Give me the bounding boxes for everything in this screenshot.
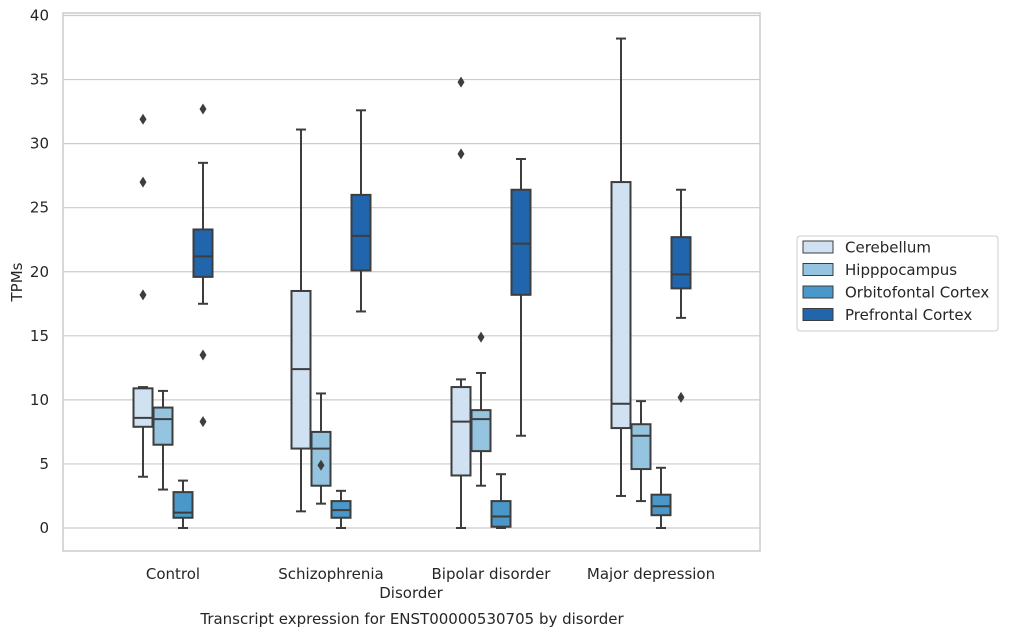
box-iqr <box>470 409 492 453</box>
outlier-point <box>199 416 207 428</box>
legend-swatch <box>802 285 834 299</box>
legend-label: Hipppocampus <box>845 261 957 279</box>
y-tick-label: 5 <box>39 455 49 473</box>
box-orbitofontal-cortex-0 <box>172 479 194 529</box>
legend-swatch <box>802 263 834 276</box>
box-cerebellum-2 <box>450 76 472 529</box>
legend-swatch <box>802 240 834 254</box>
y-gridlines <box>63 14 760 529</box>
box-prefrontal-cortex-1 <box>350 109 372 313</box>
x-axis-label: Disorder <box>379 584 443 602</box>
outlier-point <box>199 349 207 361</box>
box-hipppocampus-3 <box>630 400 652 503</box>
y-tick-labels: 0 5 10 15 20 25 30 35 40 <box>30 7 49 538</box>
box-iqr <box>310 430 332 487</box>
y-tick-label: 30 <box>30 135 49 153</box>
box-iqr <box>490 500 512 528</box>
legend: Cerebellum Hipppocampus Orbitofontal Corte… <box>796 235 999 332</box>
box-plots <box>132 37 692 529</box>
outlier-point <box>457 76 465 88</box>
box-hipppocampus-1 <box>310 392 332 505</box>
box-iqr <box>350 193 372 272</box>
box-prefrontal-cortex-2 <box>510 158 532 437</box>
box-orbitofontal-cortex-1 <box>330 489 352 529</box>
box-cerebellum-3 <box>610 37 632 497</box>
box-iqr <box>132 387 154 428</box>
y-tick-label: 15 <box>30 327 49 345</box>
y-axis-label: TPMs <box>8 262 26 302</box>
y-tick-label: 20 <box>30 263 49 281</box>
outlier-point <box>677 391 685 403</box>
outlier-point <box>139 113 147 125</box>
box-hipppocampus-0 <box>152 389 174 491</box>
box-hipppocampus-2 <box>470 331 492 487</box>
box-iqr <box>510 188 532 296</box>
outlier-point <box>139 289 147 301</box>
legend-frame <box>796 235 999 332</box>
x-tick-label: Control <box>146 565 200 583</box>
box-orbitofontal-cortex-3 <box>650 466 672 529</box>
legend-label: Orbitofontal Cortex <box>845 284 989 302</box>
box-iqr <box>172 491 194 519</box>
box-prefrontal-cortex-3 <box>670 188 692 403</box>
box-cerebellum-1 <box>290 128 312 513</box>
y-tick-label: 40 <box>30 7 49 25</box>
box-iqr <box>650 493 672 517</box>
y-tick-label: 35 <box>30 71 49 89</box>
box-iqr <box>630 423 652 471</box>
box-iqr <box>192 228 214 278</box>
box-iqr <box>670 236 692 290</box>
y-tick-label: 0 <box>39 519 49 537</box>
legend-label: Cerebellum <box>845 239 931 257</box>
box-cerebellum-0 <box>132 113 154 478</box>
outlier-point <box>477 331 485 343</box>
legend-label: Prefrontal Cortex <box>845 306 972 324</box>
plot-frame <box>62 12 761 552</box>
box-prefrontal-cortex-0 <box>192 103 214 428</box>
x-tick-label: Schizophrenia <box>278 565 383 583</box>
box-iqr <box>152 406 174 446</box>
y-tick-label: 10 <box>30 391 49 409</box>
outlier-point <box>199 103 207 115</box>
outlier-point <box>317 459 325 471</box>
x-tick-labels: Control Schizophrenia Bipolar disorder Majo… <box>146 565 715 583</box>
y-tick-label: 25 <box>30 199 49 217</box>
outlier-point <box>457 148 465 160</box>
outlier-point <box>139 176 147 188</box>
x-tick-label: Bipolar disorder <box>432 565 552 583</box>
x-tick-label: Major depression <box>587 565 715 583</box>
box-orbitofontal-cortex-2 <box>490 473 512 529</box>
figure-caption: Transcript expression for ENST0000053070… <box>200 610 624 628</box>
box-iqr <box>610 181 632 430</box>
box-iqr <box>450 386 472 477</box>
legend-swatch <box>802 308 834 321</box>
